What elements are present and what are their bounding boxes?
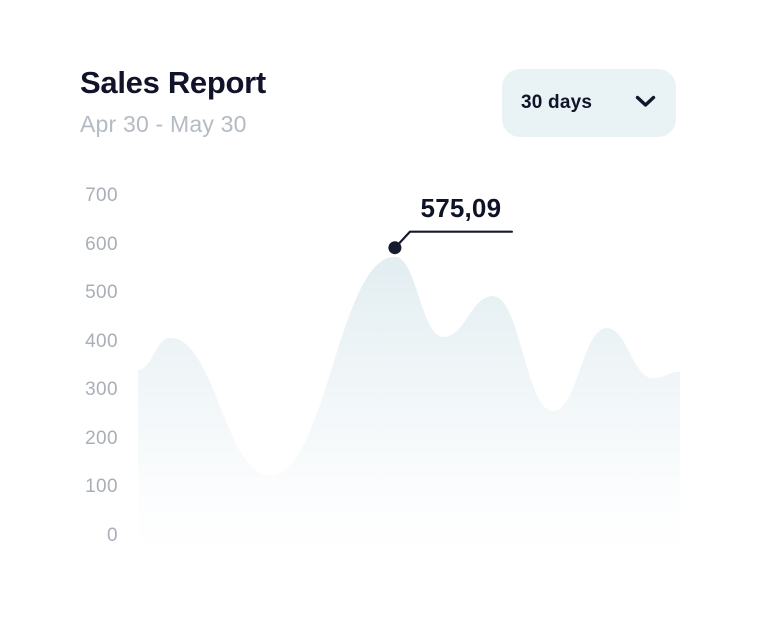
y-axis-tick: 100 bbox=[85, 476, 118, 498]
y-axis-tick: 500 bbox=[85, 282, 118, 304]
y-axis-tick: 600 bbox=[85, 233, 118, 255]
period-dropdown-label: 30 days bbox=[521, 92, 593, 113]
chevron-down-icon bbox=[635, 95, 656, 111]
y-axis-tick: 300 bbox=[85, 379, 118, 401]
y-axis-tick: 0 bbox=[107, 525, 118, 546]
highlight-value-label: 575,09 bbox=[420, 192, 502, 223]
period-dropdown[interactable]: 30 days bbox=[502, 69, 676, 137]
area-series bbox=[138, 256, 680, 545]
annotation-leader-line bbox=[396, 230, 513, 246]
y-axis-tick: 200 bbox=[85, 427, 118, 449]
y-axis-tick: 700 bbox=[85, 185, 118, 206]
highlight-marker[interactable] bbox=[388, 241, 402, 255]
y-axis: 700 600 500 400 300 200 100 0 bbox=[60, 0, 118, 618]
page-title: Sales Report bbox=[80, 65, 266, 100]
date-range: Apr 30 - May 30 bbox=[80, 111, 247, 137]
y-axis-tick: 400 bbox=[85, 330, 118, 352]
